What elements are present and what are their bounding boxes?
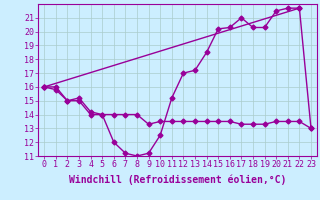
X-axis label: Windchill (Refroidissement éolien,°C): Windchill (Refroidissement éolien,°C) [69,175,286,185]
